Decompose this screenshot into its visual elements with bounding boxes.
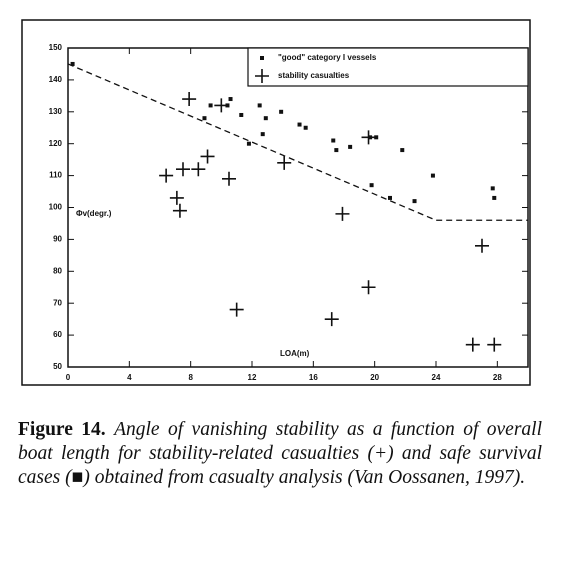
square-point <box>239 112 244 117</box>
square-point <box>208 103 213 108</box>
plus-point <box>172 203 187 218</box>
plus-point <box>222 171 236 186</box>
square-point <box>369 183 374 188</box>
square-point <box>400 148 405 153</box>
square-point <box>334 148 339 153</box>
y-tick-label: 80 <box>53 266 62 275</box>
x-tick-label: 8 <box>188 373 193 382</box>
y-tick-label: 130 <box>49 107 63 116</box>
legend-box <box>247 47 529 87</box>
y-tick-label: 90 <box>53 235 62 244</box>
square-point <box>303 125 308 130</box>
y-tick-label: 120 <box>49 139 63 148</box>
square-point <box>490 186 495 191</box>
x-tick-label: 0 <box>66 373 71 382</box>
square-point <box>412 199 417 204</box>
plus-point <box>475 238 489 253</box>
square-point <box>388 195 392 200</box>
legend-label: "good" category I vessels <box>278 53 377 62</box>
square-point <box>348 144 353 149</box>
y-tick-label: 60 <box>53 330 62 339</box>
legend-marker <box>260 56 264 60</box>
plus-point <box>176 162 190 177</box>
caption-text: Angle of vanishing stability as a functi… <box>18 419 543 488</box>
plus-point <box>487 337 502 352</box>
y-tick-label: 150 <box>49 43 63 52</box>
legend-label: stability casualties <box>278 71 350 80</box>
x-axis-label: LOA(m) <box>280 349 310 358</box>
plus-point <box>465 337 480 352</box>
plus-point <box>159 168 174 183</box>
plus-point <box>277 155 292 170</box>
x-tick-label: 16 <box>309 373 318 382</box>
figure-frame <box>21 19 531 386</box>
caption-label: Figure 14. <box>18 419 106 440</box>
caption: Figure 14. Angle of vanishing stability … <box>18 418 542 490</box>
x-tick-label: 20 <box>370 373 379 382</box>
plus-point <box>200 149 215 164</box>
square-point <box>70 61 75 66</box>
square-point <box>492 195 497 200</box>
square-point <box>202 116 207 121</box>
y-tick-label: 140 <box>49 75 63 84</box>
y-tick-label: 70 <box>53 298 62 307</box>
square-point <box>279 109 284 114</box>
square-point <box>297 122 302 127</box>
plus-point <box>214 98 229 113</box>
y-axis-label: Φv(degr.) <box>76 209 112 218</box>
plus-point <box>324 312 339 327</box>
x-tick-label: 12 <box>248 373 257 382</box>
x-tick-label: 4 <box>127 373 132 382</box>
plus-point <box>335 206 350 221</box>
x-tick-label: 28 <box>493 373 502 382</box>
square-point <box>246 141 251 146</box>
x-tick-label: 24 <box>432 373 441 382</box>
plus-point <box>182 92 197 107</box>
square-point <box>374 135 379 140</box>
legend-marker <box>255 69 269 83</box>
square-point <box>430 173 435 178</box>
y-tick-label: 50 <box>53 362 62 371</box>
plus-point <box>361 280 376 295</box>
square-point <box>263 116 268 121</box>
trend-line <box>67 63 528 221</box>
y-tick-label: 100 <box>49 203 63 212</box>
square-point <box>260 132 265 137</box>
plus-point <box>191 162 206 177</box>
plus-point <box>169 190 184 205</box>
plus-point <box>229 302 244 317</box>
square-point <box>331 138 336 143</box>
plot-frame <box>67 47 529 368</box>
chart: Φv(degr.) LOA(m) 50607080901001101201301… <box>21 19 531 386</box>
plus-point <box>361 130 376 145</box>
y-tick-label: 110 <box>49 171 62 180</box>
square-point <box>228 97 233 102</box>
square-point <box>257 103 262 108</box>
